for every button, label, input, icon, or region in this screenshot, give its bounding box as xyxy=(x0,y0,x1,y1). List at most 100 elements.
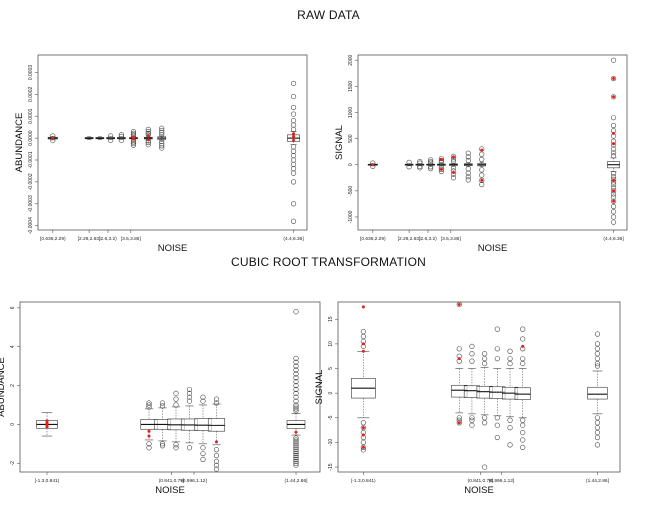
outlier-point xyxy=(520,437,526,443)
outlier-point xyxy=(290,144,297,150)
x-tick-label: (0.841,0.79] xyxy=(468,478,494,484)
highlight-point xyxy=(521,344,525,348)
highlight-point xyxy=(292,134,296,138)
highlight-point xyxy=(45,425,49,429)
x-tick-label: [-1.3,0.841) xyxy=(351,478,376,484)
outlier-point xyxy=(293,460,299,466)
outlier-point xyxy=(213,396,220,402)
outlier-point xyxy=(290,157,297,163)
y-tick-label: -10 xyxy=(328,439,334,446)
outlier-point xyxy=(146,400,152,406)
outlier-point xyxy=(465,170,471,176)
box xyxy=(514,368,531,419)
outlier-point xyxy=(173,390,179,396)
y-tick-label: 6 xyxy=(10,306,16,309)
highlight-point xyxy=(457,357,461,361)
outlier-point xyxy=(130,142,137,148)
y-tick-label: -5 xyxy=(328,415,334,420)
outlier-point xyxy=(293,454,299,461)
outlier-point xyxy=(293,435,299,441)
outlier-point xyxy=(360,420,366,426)
outlier-point xyxy=(290,93,297,100)
outlier-point xyxy=(360,333,366,340)
outlier-point xyxy=(610,188,617,194)
outlier-point xyxy=(293,439,299,445)
box xyxy=(463,162,473,167)
highlight-point xyxy=(480,148,484,152)
outlier-point xyxy=(479,181,485,188)
outlier-point xyxy=(406,164,412,170)
outlier-point xyxy=(610,203,617,210)
x-tick-label: (1.44,2.86] xyxy=(586,478,609,484)
outlier-point xyxy=(159,145,165,151)
outlier-point xyxy=(290,104,297,111)
outlier-point xyxy=(450,153,457,159)
highlight-point xyxy=(480,178,484,182)
highlight-point xyxy=(371,163,375,167)
outlier-point xyxy=(610,57,617,63)
outlier-point xyxy=(479,151,485,157)
outlier-point xyxy=(594,429,601,436)
outlier-point xyxy=(146,404,152,410)
x-tick-label: [3.5,3.86] xyxy=(121,236,141,242)
outlier-point xyxy=(610,219,617,225)
y-tick-label: 0.0001 xyxy=(28,108,34,124)
outlier-point xyxy=(200,394,206,400)
outlier-point xyxy=(145,128,151,135)
outlier-point xyxy=(173,442,179,448)
outlier-point xyxy=(360,425,366,431)
y-tick-label: -0.0002 xyxy=(28,173,34,190)
outlier-point xyxy=(594,351,601,357)
outlier-point xyxy=(293,375,299,381)
outlier-point xyxy=(456,420,462,426)
box xyxy=(95,136,105,140)
outlier-point xyxy=(417,165,423,171)
box xyxy=(157,135,167,141)
outlier-point xyxy=(159,441,166,447)
highlight-point xyxy=(147,429,151,433)
outlier-point xyxy=(610,122,617,129)
plot-frame xyxy=(37,54,308,231)
outlier-point xyxy=(594,360,601,367)
outlier-point xyxy=(456,346,462,352)
outlier-point xyxy=(482,351,488,357)
outlier-point xyxy=(456,301,462,308)
outlier-point xyxy=(146,402,152,408)
highlight-point xyxy=(131,135,135,139)
y-tick-label: -1000 xyxy=(348,210,354,223)
x-tick-label: (1.44,2.86] xyxy=(285,478,308,484)
highlight-point xyxy=(131,137,135,141)
outlier-point xyxy=(494,326,500,332)
outlier-point xyxy=(482,360,488,367)
x-tick-label: (0.996,1.12] xyxy=(489,478,515,484)
raw-data-heading: RAW DATA xyxy=(297,8,360,22)
outlier-point xyxy=(186,386,193,393)
outlier-point xyxy=(469,343,475,349)
outlier-point xyxy=(465,174,471,180)
highlight-point xyxy=(457,302,461,306)
highlight-point xyxy=(612,178,616,182)
outlier-point xyxy=(108,137,114,143)
highlight-point xyxy=(292,138,296,142)
outlier-point xyxy=(520,417,526,423)
outlier-point xyxy=(290,170,297,176)
outlier-point xyxy=(159,143,165,149)
outlier-point xyxy=(507,417,513,423)
outlier-point xyxy=(494,422,500,428)
outlier-point xyxy=(465,154,471,160)
outlier-point xyxy=(494,415,500,421)
outlier-point xyxy=(293,394,299,400)
y-tick-label: 0 xyxy=(10,423,16,426)
outlier-point xyxy=(290,126,297,132)
outlier-point xyxy=(293,458,299,464)
y-tick-label: -2 xyxy=(10,461,16,466)
outlier-point xyxy=(145,126,151,132)
outlier-point xyxy=(594,442,601,448)
x-tick-label: [0.636,2.29) xyxy=(360,236,386,242)
outlier-point xyxy=(213,447,220,453)
highlight-point xyxy=(146,138,150,142)
outlier-point xyxy=(293,363,299,369)
outlier-point xyxy=(293,456,299,462)
panel-raw-abundance: -0.0004 -0.0003 -0.0002 -0.0001 0.0000 0.0001… xyxy=(14,54,308,254)
box xyxy=(351,350,376,419)
